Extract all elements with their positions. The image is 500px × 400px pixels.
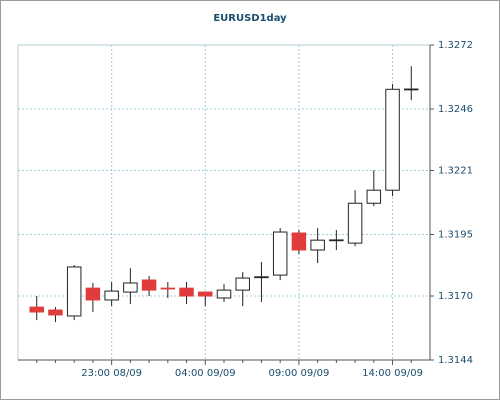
y-tick-label: 1.3221 — [438, 166, 473, 177]
y-tick-label: 1.3195 — [438, 229, 473, 240]
candle-body — [141, 279, 157, 291]
candle-body — [66, 266, 82, 317]
candle-body — [104, 290, 119, 301]
candle-body — [160, 287, 176, 290]
plot-area — [17, 44, 431, 361]
y-tick-label: 1.3144 — [438, 355, 473, 366]
candle-body — [48, 309, 63, 316]
candle-body — [366, 189, 382, 204]
x-tick-label: 09:00 09/09 — [268, 368, 329, 379]
candle-body — [216, 289, 232, 299]
candle-body — [198, 291, 213, 297]
candle-body — [291, 232, 307, 251]
candle-body — [29, 306, 44, 313]
candle-body — [123, 282, 138, 293]
candle-body — [347, 202, 363, 244]
x-tick-label: 04:00 09/09 — [175, 368, 236, 379]
y-tick-label: 1.3170 — [438, 291, 473, 302]
candle-body — [235, 277, 250, 291]
chart-title: EURUSD1day — [213, 13, 287, 24]
candle-body — [254, 276, 269, 279]
candle-body — [404, 88, 419, 91]
x-tick-label: 23:00 08/09 — [81, 368, 142, 379]
candle-body — [179, 287, 194, 297]
candle-body — [310, 239, 325, 251]
y-tick-label: 1.3272 — [438, 40, 473, 51]
candle-body — [329, 239, 344, 242]
x-tick-label: 14:00 09/09 — [362, 368, 423, 379]
candle-body — [385, 88, 400, 191]
candle-body — [272, 231, 288, 276]
y-tick-label: 1.3246 — [438, 104, 473, 115]
candle-body — [85, 287, 101, 301]
